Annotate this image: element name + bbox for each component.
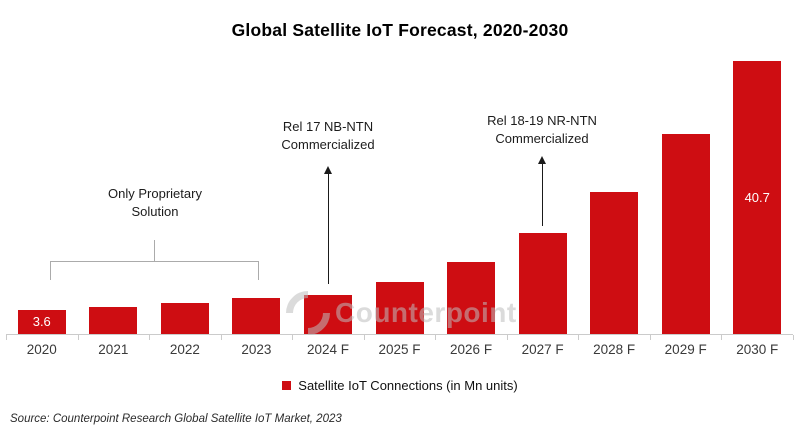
bar-2029-f (661, 133, 710, 334)
bar-2025-f (375, 282, 424, 334)
x-axis-tick (149, 335, 151, 340)
x-axis-tick (6, 335, 7, 340)
bracket-horizontal-line (50, 261, 259, 262)
annotation-rel18-19-line1: Rel 18-19 NR-NTN (487, 113, 597, 128)
x-axis-label-2027-f: 2027 F (521, 342, 564, 357)
x-axis-label-2030-f: 2030 F (736, 342, 779, 357)
x-axis-line (6, 334, 794, 340)
annotation-rel18-19: Rel 18-19 NR-NTN Commercialized (442, 112, 642, 149)
bracket-stem-line (154, 240, 155, 261)
x-axis-tick (721, 335, 723, 340)
bar-column (149, 52, 221, 334)
annotation-proprietary: Only Proprietary Solution (55, 185, 255, 222)
x-axis-label-2024-f: 2024 F (306, 342, 349, 357)
x-axis-label-2029-f: 2029 F (664, 342, 707, 357)
bar-column (578, 52, 650, 334)
x-axis-label-2025-f: 2025 F (378, 342, 421, 357)
annotation-rel17-line1: Rel 17 NB-NTN (282, 119, 374, 134)
bar-column (292, 52, 364, 334)
bar-2022 (160, 303, 209, 334)
annotation-rel18-19-line2: Commercialized (495, 131, 589, 147)
legend-swatch-icon (282, 381, 292, 390)
annotation-rel17: Rel 17 NB-NTN Commercialized (228, 118, 428, 155)
x-axis-tick (793, 335, 794, 340)
x-axis-label-2022: 2022 (169, 342, 200, 357)
annotation-rel17-line2: Commercialized (281, 137, 375, 153)
bar-column (507, 52, 579, 334)
rel18-19-arrow-line (542, 163, 543, 226)
bar-2030-f: 40.7 (733, 60, 782, 334)
legend: Satellite IoT Connections (in Mn units) (0, 378, 800, 393)
x-axis-labels: 2020 2021 2022 2023 2024 F 2025 F 2026 F 2027 F… (6, 342, 793, 357)
chart-title: Global Satellite IoT Forecast, 2020-2030 (231, 20, 569, 40)
x-axis-label-2021: 2021 (98, 342, 129, 357)
up-arrow-icon (538, 156, 546, 164)
bracket-right-tick (258, 261, 259, 280)
x-axis-label-2023: 2023 (241, 342, 272, 357)
bar-column: 3.6 (6, 52, 78, 334)
x-axis-label-2020: 2020 (26, 342, 57, 357)
x-axis-label-2026-f: 2026 F (450, 342, 493, 357)
annotation-proprietary-line1: Only Proprietary (108, 186, 202, 201)
bar-2027-f (518, 233, 567, 334)
legend-label: Satellite IoT Connections (in Mn units) (298, 378, 518, 393)
bar-value-label: 3.6 (32, 314, 51, 330)
bar-2024-f (303, 295, 352, 334)
bar-2028-f (590, 192, 639, 334)
bar-column: 40.7 (721, 52, 793, 334)
bar-2023 (232, 298, 281, 334)
bar-column (78, 52, 150, 334)
bar-column (221, 52, 293, 334)
rel17-arrow-line (327, 173, 329, 284)
x-axis-label-2028-f: 2028 F (593, 342, 636, 357)
bar-column (364, 52, 436, 334)
bar-2026-f (447, 262, 496, 334)
bracket-left-tick (50, 261, 51, 280)
x-axis-tick (220, 335, 222, 340)
bar-value-label: 40.7 (744, 189, 770, 205)
x-axis-tick (292, 335, 294, 340)
annotation-proprietary-line2: Solution (131, 204, 179, 220)
up-arrow-icon (323, 166, 332, 174)
x-axis-tick (649, 335, 651, 340)
bar-column (650, 52, 722, 334)
bar-2021 (89, 306, 138, 334)
bar-2020: 3.6 (17, 309, 66, 334)
x-axis-tick (77, 335, 79, 340)
source-note: Source: Counterpoint Research Global Sat… (10, 413, 342, 425)
x-axis-tick (435, 335, 437, 340)
x-axis-tick (506, 335, 508, 340)
bar-column (435, 52, 507, 334)
x-axis-tick (363, 335, 365, 340)
plot-area: 3.6 40.7 (6, 52, 793, 334)
x-axis-tick (578, 335, 580, 340)
